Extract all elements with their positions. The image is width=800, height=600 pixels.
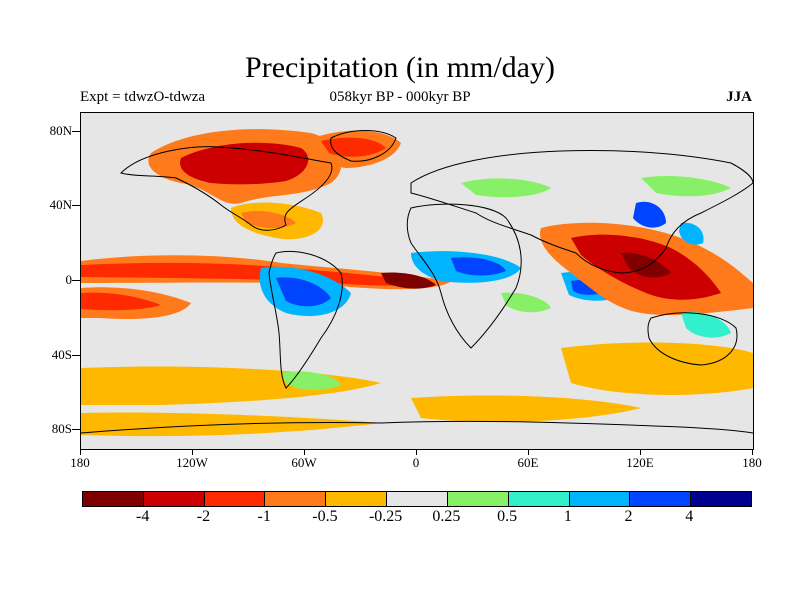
longitude-tick xyxy=(640,449,641,455)
latitude-label: 40N xyxy=(49,197,72,213)
colorbar-label: 0.5 xyxy=(497,508,518,525)
colorbar-swatch xyxy=(265,492,327,506)
anomaly-fields xyxy=(81,129,753,437)
australia-outline xyxy=(647,312,738,366)
longitude-label: 180 xyxy=(742,455,762,470)
colorbar-swatch xyxy=(204,492,266,506)
latitude-label: 0 xyxy=(65,272,73,287)
latitude-label: 80S xyxy=(51,421,72,437)
colorbar-label: 0.25 xyxy=(432,508,461,525)
colorbar-swatch xyxy=(387,492,448,506)
colorbar-label: -4 xyxy=(136,508,150,525)
colorbar-label: 1 xyxy=(563,508,572,525)
longitude-tick xyxy=(192,449,193,455)
latitude-tick xyxy=(72,130,80,132)
longitude-tick xyxy=(80,449,81,455)
longitude-label: 0 xyxy=(412,455,420,470)
precipitation-map xyxy=(80,112,754,450)
colorbar-swatch xyxy=(569,492,631,506)
colorbar-label: -2 xyxy=(196,508,211,525)
colorbar-swatch xyxy=(143,492,205,506)
colorbar-label: 4 xyxy=(685,508,694,525)
colorbar-label: 2 xyxy=(624,508,633,525)
longitude-tick xyxy=(752,449,753,455)
longitude-tick xyxy=(528,449,529,455)
colorbar-swatch xyxy=(691,492,751,506)
eurasia-outline xyxy=(410,150,753,274)
map-canvas xyxy=(81,129,753,437)
longitude-label: 180 xyxy=(70,455,90,470)
longitude-label: 60W xyxy=(291,455,317,470)
experiment-label: Expt = tdwzO-tdwza xyxy=(80,89,206,105)
colorbar xyxy=(82,491,752,507)
longitude-label: 120W xyxy=(176,455,208,470)
antarctica-outline xyxy=(81,420,753,434)
latitude-label: 40S xyxy=(51,346,72,362)
latitude-tick xyxy=(72,205,80,207)
africa-outline xyxy=(406,203,522,349)
colorbar-swatch xyxy=(630,492,692,506)
coastlines xyxy=(81,130,753,434)
colorbar-swatch xyxy=(83,492,144,506)
latitude-tick xyxy=(72,354,80,356)
period-label: 058kyr BP - 000kyr BP xyxy=(329,89,471,105)
longitude-tick xyxy=(304,449,305,455)
south-america-outline xyxy=(268,250,343,389)
colorbar-swatch xyxy=(326,492,388,506)
longitude-tick xyxy=(416,449,417,455)
season-label: JJA xyxy=(726,89,752,105)
map-title: Precipitation (in mm/day) xyxy=(245,51,555,84)
longitude-label: 60E xyxy=(517,455,539,470)
colorbar-swatch xyxy=(508,492,570,506)
latitude-label: 80N xyxy=(49,122,72,138)
greenland-outline xyxy=(330,130,397,162)
latitude-tick xyxy=(72,280,80,281)
anomaly-wetting-west-pacific xyxy=(633,201,666,228)
colorbar-label: -0.25 xyxy=(368,508,403,525)
colorbar-label: -1 xyxy=(257,508,271,525)
latitude-tick xyxy=(72,429,80,431)
colorbar-label: -0.5 xyxy=(312,508,338,525)
longitude-label: 120E xyxy=(626,455,654,470)
colorbar-swatch xyxy=(447,492,509,506)
north-america-outline xyxy=(120,146,333,231)
